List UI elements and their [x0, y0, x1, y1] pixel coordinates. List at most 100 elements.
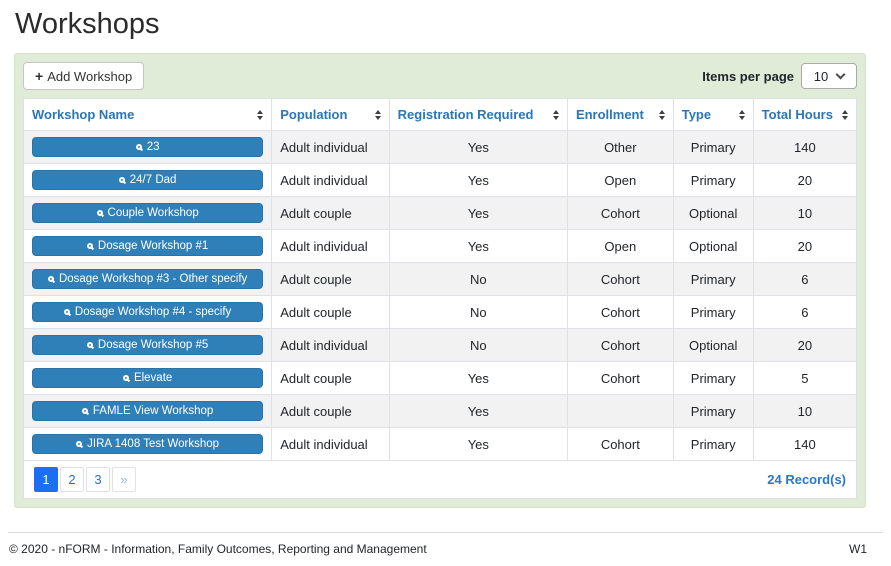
workshop-view-button[interactable]: Dosage Workshop #3 - Other specify: [32, 269, 264, 289]
column-header-registration-required[interactable]: Registration Required: [388, 98, 568, 131]
population-cell: Adult couple: [271, 361, 390, 395]
workshop-name-cell: Couple Workshop: [22, 196, 273, 230]
record-count: 24 Record(s): [767, 472, 846, 487]
workshop-view-button[interactable]: Dosage Workshop #4 - specify: [32, 302, 264, 322]
workshop-name-cell: Dosage Workshop #5: [22, 328, 273, 362]
column-label: Type: [681, 107, 712, 122]
plus-icon: +: [35, 68, 44, 84]
workshop-view-button[interactable]: JIRA 1408 Test Workshop: [32, 434, 264, 454]
registration-required-cell: Yes: [388, 196, 568, 230]
table-row: JIRA 1408 Test Workshop Adult individual Y…: [22, 427, 858, 461]
workshop-name-cell: 24/7 Dad: [22, 163, 273, 197]
registration-required-cell: Yes: [388, 361, 568, 395]
table-row: 23 Adult individual Yes Other Primary 140: [22, 130, 858, 164]
total-hours-cell: 20: [752, 328, 858, 362]
next-page-button[interactable]: »: [112, 467, 136, 492]
header-row: Workshop Name Population Registration Requ…: [22, 98, 858, 131]
population-cell: Adult individual: [271, 427, 390, 461]
chevron-down-icon: [835, 69, 846, 79]
workshop-view-button[interactable]: FAMLE View Workshop: [32, 401, 264, 421]
enrollment-cell: [566, 394, 674, 428]
enrollment-cell: Cohort: [566, 196, 674, 230]
column-header-total-hours[interactable]: Total Hours: [752, 98, 858, 131]
table-row: FAMLE View Workshop Adult couple Yes Primar…: [22, 394, 858, 428]
magnifier-icon: [86, 342, 93, 348]
workshop-name-label: 23: [146, 141, 160, 153]
column-label: Registration Required: [397, 107, 534, 122]
magnifier-icon: [86, 243, 93, 249]
table-row: Dosage Workshop #1 Adult individual Yes Ope…: [22, 229, 858, 263]
table-container: Workshop Name Population Registration Requ…: [22, 98, 858, 499]
add-workshop-button[interactable]: + Add Workshop: [23, 62, 145, 90]
workshop-view-button[interactable]: Couple Workshop: [32, 203, 264, 223]
workshop-name-cell: Elevate: [22, 361, 273, 395]
population-cell: Adult individual: [271, 328, 390, 362]
footer-version: W1: [849, 542, 867, 556]
workshop-name-label: 24/7 Dad: [129, 174, 177, 186]
registration-required-cell: Yes: [388, 394, 568, 428]
column-header-population[interactable]: Population: [271, 98, 390, 131]
workshop-name-label: JIRA 1408 Test Workshop: [87, 438, 220, 450]
workshop-view-button[interactable]: 24/7 Dad: [32, 170, 264, 190]
sort-icon[interactable]: [659, 110, 665, 120]
population-cell: Adult individual: [271, 163, 390, 197]
items-per-page: Items per page 10: [702, 63, 857, 89]
column-label: Total Hours: [761, 107, 833, 122]
column-header-workshop-name[interactable]: Workshop Name: [22, 98, 273, 131]
registration-required-cell: Yes: [388, 427, 568, 461]
workshop-name-cell: Dosage Workshop #4 - specify: [22, 295, 273, 329]
table-row: 24/7 Dad Adult individual Yes Open Primary 20: [22, 163, 858, 197]
population-cell: Adult individual: [271, 130, 390, 164]
workshops-table: Workshop Name Population Registration Requ…: [22, 98, 858, 461]
workshop-view-button[interactable]: Dosage Workshop #5: [32, 335, 264, 355]
magnifier-icon: [122, 375, 129, 381]
magnifier-icon: [63, 309, 70, 315]
column-label: Enrollment: [575, 107, 644, 122]
type-cell: Primary: [672, 427, 754, 461]
sort-icon[interactable]: [739, 110, 745, 120]
footer-divider: [8, 532, 883, 533]
workshop-name-label: Dosage Workshop #5: [97, 339, 209, 351]
enrollment-cell: Cohort: [566, 328, 674, 362]
table-row: Dosage Workshop #4 - specify Adult couple…: [22, 295, 858, 329]
column-header-enrollment[interactable]: Enrollment: [566, 98, 674, 131]
type-cell: Primary: [672, 130, 754, 164]
magnifier-icon: [135, 144, 142, 150]
enrollment-cell: Other: [566, 130, 674, 164]
sort-icon[interactable]: [375, 110, 381, 120]
workshop-name-label: Couple Workshop: [107, 207, 199, 219]
total-hours-cell: 20: [752, 163, 858, 197]
type-cell: Primary: [672, 163, 754, 197]
sort-icon[interactable]: [257, 110, 263, 120]
type-cell: Primary: [672, 295, 754, 329]
page-button-3[interactable]: 3: [86, 467, 110, 492]
registration-required-cell: Yes: [388, 229, 568, 263]
total-hours-cell: 5: [752, 361, 858, 395]
total-hours-cell: 20: [752, 229, 858, 263]
type-cell: Primary: [672, 361, 754, 395]
workshop-name-cell: JIRA 1408 Test Workshop: [22, 427, 273, 461]
enrollment-cell: Open: [566, 163, 674, 197]
page-button-2[interactable]: 2: [60, 467, 84, 492]
workshop-view-button[interactable]: Dosage Workshop #1: [32, 236, 264, 256]
workshop-name-cell: 23: [22, 130, 273, 164]
items-per-page-label: Items per page: [702, 68, 794, 84]
workshop-name-cell: FAMLE View Workshop: [22, 394, 273, 428]
type-cell: Optional: [672, 328, 754, 362]
column-header-type[interactable]: Type: [672, 98, 754, 131]
sort-icon[interactable]: [553, 110, 559, 120]
column-label: Population: [280, 107, 348, 122]
magnifier-icon: [96, 210, 103, 216]
workshop-name-label: Dosage Workshop #4 - specify: [74, 306, 232, 318]
workshop-view-button[interactable]: Elevate: [32, 368, 264, 388]
total-hours-cell: 10: [752, 394, 858, 428]
items-per-page-select[interactable]: 10: [801, 63, 857, 89]
workshops-panel: + Add Workshop Items per page 10 Worksho…: [14, 53, 866, 508]
workshop-view-button[interactable]: 23: [32, 137, 264, 157]
column-label: Workshop Name: [32, 107, 135, 122]
page-button-1[interactable]: 1: [34, 467, 58, 492]
workshop-name-label: Elevate: [133, 372, 173, 384]
type-cell: Optional: [672, 196, 754, 230]
registration-required-cell: No: [388, 328, 568, 362]
sort-icon[interactable]: [842, 110, 848, 120]
